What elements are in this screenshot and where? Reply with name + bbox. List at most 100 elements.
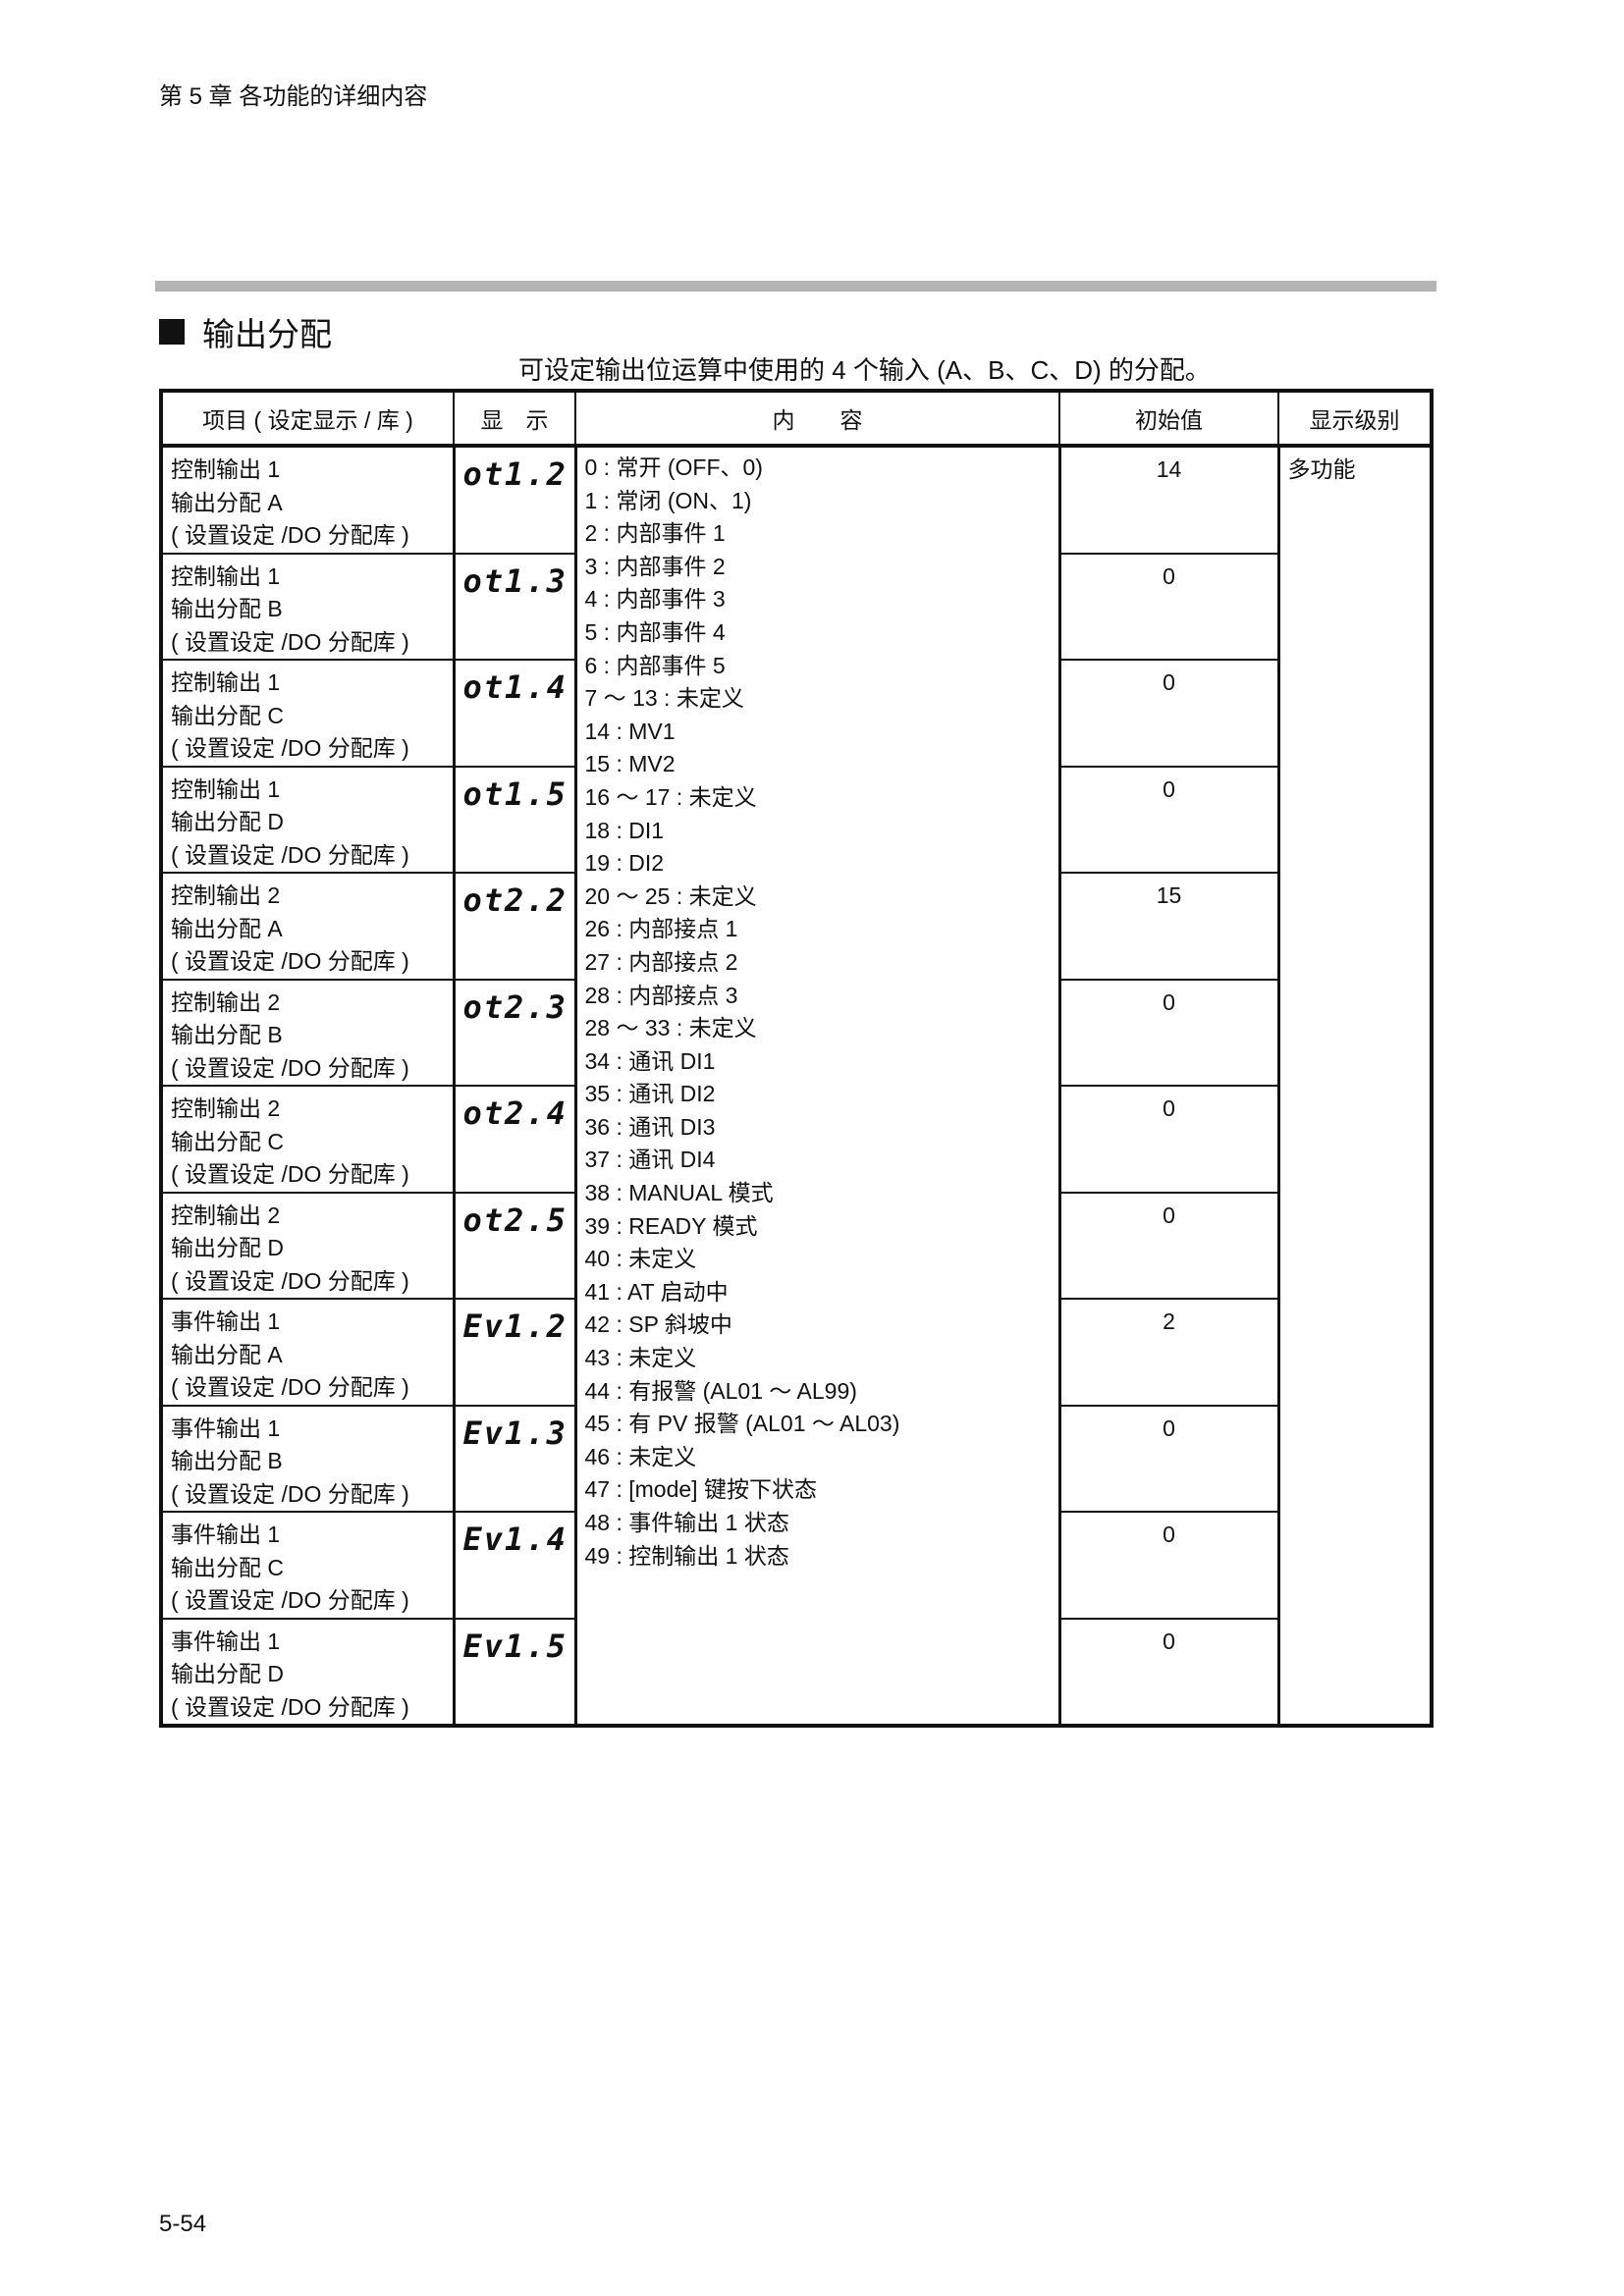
item-line: 事件输出 1: [171, 1628, 281, 1654]
content-option: 39 : READY 模式: [584, 1212, 758, 1239]
item-line: 输出分配 D: [171, 1235, 284, 1260]
table-row: 事件输出 1 输出分配 A ( 设置设定 /DO 分配库 ) Ev1.2 2: [160, 1298, 1432, 1407]
column-header: 初始值: [1058, 390, 1279, 448]
display-code: Ev1.4: [462, 1521, 568, 1558]
item-line: 输出分配 C: [171, 1554, 284, 1580]
content-option: 28 ～ 33 : 未定义: [584, 1015, 757, 1041]
content-option: 38 : MANUAL 模式: [584, 1180, 774, 1206]
item-line: 事件输出 1: [171, 1522, 281, 1547]
item-line: 输出分配 A: [171, 915, 283, 941]
table-row: 控制输出 2 输出分配 A ( 设置设定 /DO 分配库 ) ot2.2 15: [160, 872, 1432, 981]
display-code: ot1.5: [462, 774, 568, 813]
table-row: 事件输出 1 输出分配 D ( 设置设定 /DO 分配库 ) Ev1.5 0: [160, 1617, 1432, 1727]
content-option: 14 : MV1: [584, 718, 676, 744]
initial-value-cell: 0: [1058, 1617, 1280, 1727]
content-option: 44 : 有报警 (AL01 ～ AL99): [584, 1377, 857, 1404]
initial-value-cell: 0: [1058, 1511, 1280, 1620]
section-divider: [155, 281, 1436, 292]
initial-value-cell: 0: [1058, 978, 1280, 1087]
item-line: 控制输出 1: [171, 456, 281, 482]
display-code-cell: ot1.3: [453, 552, 577, 661]
content-option: 45 : 有 PV 报警 (AL01 ～ AL03): [584, 1411, 900, 1437]
chapter-header: 第 5 章 各功能的详细内容: [159, 83, 428, 110]
content-option: 16 ～ 17 : 未定义: [584, 783, 757, 810]
item-line: 输出分配 B: [171, 1022, 283, 1047]
display-code: ot1.4: [462, 668, 568, 706]
initial-value-cell: 0: [1058, 552, 1280, 661]
column-header: 项目 ( 设定显示 / 库 ): [160, 390, 455, 448]
item-line: ( 设置设定 /DO 分配库 ): [171, 735, 409, 761]
item-cell: 事件输出 1 输出分配 B ( 设置设定 /DO 分配库 ): [160, 1404, 456, 1513]
initial-value-cell: 14: [1058, 445, 1280, 555]
table-row: 控制输出 2 输出分配 C ( 设置设定 /DO 分配库 ) ot2.4 0: [160, 1085, 1432, 1194]
item-line: ( 设置设定 /DO 分配库 ): [171, 1054, 409, 1081]
content-option: 2 : 内部事件 1: [584, 520, 726, 547]
content-option: 26 : 内部接点 1: [584, 916, 738, 942]
item-line: 输出分配 A: [171, 1341, 283, 1367]
display-code-cell: Ev1.3: [453, 1404, 577, 1513]
content-option: 46 : 未定义: [584, 1443, 697, 1469]
item-line: 事件输出 1: [171, 1308, 281, 1334]
table-row: 事件输出 1 输出分配 B ( 设置设定 /DO 分配库 ) Ev1.3 0: [160, 1404, 1432, 1513]
display-code: ot2.5: [462, 1201, 568, 1239]
content-option: 5 : 内部事件 4: [584, 618, 726, 645]
display-code: ot1.2: [462, 455, 568, 493]
display-code-cell: ot2.2: [453, 872, 577, 981]
item-cell: 控制输出 1 输出分配 C ( 设置设定 /DO 分配库 ): [160, 659, 456, 768]
display-code-cell: ot2.4: [453, 1085, 577, 1194]
content-option: 43 : 未定义: [584, 1345, 697, 1371]
item-line: 控制输出 2: [171, 988, 281, 1015]
initial-value-cell: 0: [1058, 765, 1280, 874]
item-line: 输出分配 C: [171, 1128, 284, 1154]
item-line: ( 设置设定 /DO 分配库 ): [171, 628, 409, 655]
section-description: 可设定输出位运算中使用的 4 个输入 (A、B、C、D) 的分配。: [518, 355, 1211, 385]
item-cell: 控制输出 2 输出分配 A ( 设置设定 /DO 分配库 ): [160, 872, 456, 981]
square-bullet-icon: [159, 319, 185, 345]
item-line: 控制输出 2: [171, 1095, 281, 1121]
item-cell: 控制输出 2 输出分配 D ( 设置设定 /DO 分配库 ): [160, 1191, 456, 1300]
content-option: 48 : 事件输出 1 状态: [584, 1510, 789, 1535]
table-row: 控制输出 1 输出分配 A( 设置设定 /DO 分配库 ) ot1.2 0 : 常开 …: [160, 445, 1433, 1727]
content-option: 1 : 常闭 (ON、1): [584, 487, 752, 513]
item-line: 输出分配 D: [171, 1661, 284, 1686]
content-option: 27 : 内部接点 2: [584, 948, 738, 975]
display-code: ot2.2: [462, 881, 568, 919]
table-row: 控制输出 1 输出分配 D ( 设置设定 /DO 分配库 ) ot1.5 0: [160, 765, 1432, 874]
initial-value-cell: 15: [1058, 872, 1280, 981]
content-option: 49 : 控制输出 1 状态: [584, 1542, 789, 1569]
item-cell: 控制输出 1 输出分配 A ( 设置设定 /DO 分配库 ): [160, 445, 456, 555]
table-row: 事件输出 1 输出分配 C ( 设置设定 /DO 分配库 ) Ev1.4 0: [160, 1511, 1432, 1620]
display-code: Ev1.5: [462, 1627, 568, 1665]
output-assignment-table: 项目 ( 设定显示 / 库 ) 显 示内 容初始值 显示级别 控制输出 1 输出分配 …: [159, 389, 1434, 1728]
display-code-cell: Ev1.2: [453, 1298, 577, 1407]
initial-value-cell: 0: [1058, 1085, 1280, 1194]
content-option: 18 : DI1: [584, 817, 665, 843]
display-level-cell: 多功能: [1277, 445, 1433, 1727]
item-line: ( 设置设定 /DO 分配库 ): [171, 522, 409, 548]
section-title: 输出分配: [159, 308, 332, 355]
content-cell: 0 : 常开 (OFF、0) 1 : 常闭 (ON、1) 2 : 内部事件 1 3 :…: [574, 445, 1061, 1727]
table-row: 控制输出 1 输出分配 B ( 设置设定 /DO 分配库 ) ot1.3 0: [160, 552, 1432, 661]
item-cell: 控制输出 2 输出分配 C ( 设置设定 /DO 分配库 ): [160, 1085, 456, 1194]
display-code: Ev1.3: [462, 1414, 568, 1452]
content-option: 40 : 未定义: [584, 1246, 697, 1272]
display-code: ot1.3: [462, 561, 568, 600]
display-code-cell: ot2.3: [453, 978, 577, 1087]
display-code: ot2.4: [462, 1095, 568, 1132]
item-line: ( 设置设定 /DO 分配库 ): [171, 1161, 409, 1187]
item-line: 控制输出 2: [171, 882, 281, 908]
item-line: ( 设置设定 /DO 分配库 ): [171, 948, 409, 974]
item-cell: 控制输出 2 输出分配 B ( 设置设定 /DO 分配库 ): [160, 978, 456, 1087]
initial-value-cell: 2: [1058, 1298, 1280, 1407]
column-header: 显示级别: [1277, 390, 1433, 448]
content-option: 41 : AT 启动中: [584, 1278, 729, 1305]
item-line: ( 设置设定 /DO 分配库 ): [171, 841, 409, 868]
content-option: 47 : [mode] 键按下状态: [584, 1476, 817, 1503]
content-option: 37 : 通讯 DI4: [584, 1147, 716, 1173]
content-option: 15 : MV2: [584, 751, 676, 777]
display-code-cell: ot1.4: [453, 659, 577, 768]
content-option: 4 : 内部事件 3: [584, 586, 726, 613]
item-line: ( 设置设定 /DO 分配库 ): [171, 1480, 409, 1507]
item-line: ( 设置设定 /DO 分配库 ): [171, 1587, 409, 1613]
item-line: ( 设置设定 /DO 分配库 ): [171, 1267, 409, 1294]
